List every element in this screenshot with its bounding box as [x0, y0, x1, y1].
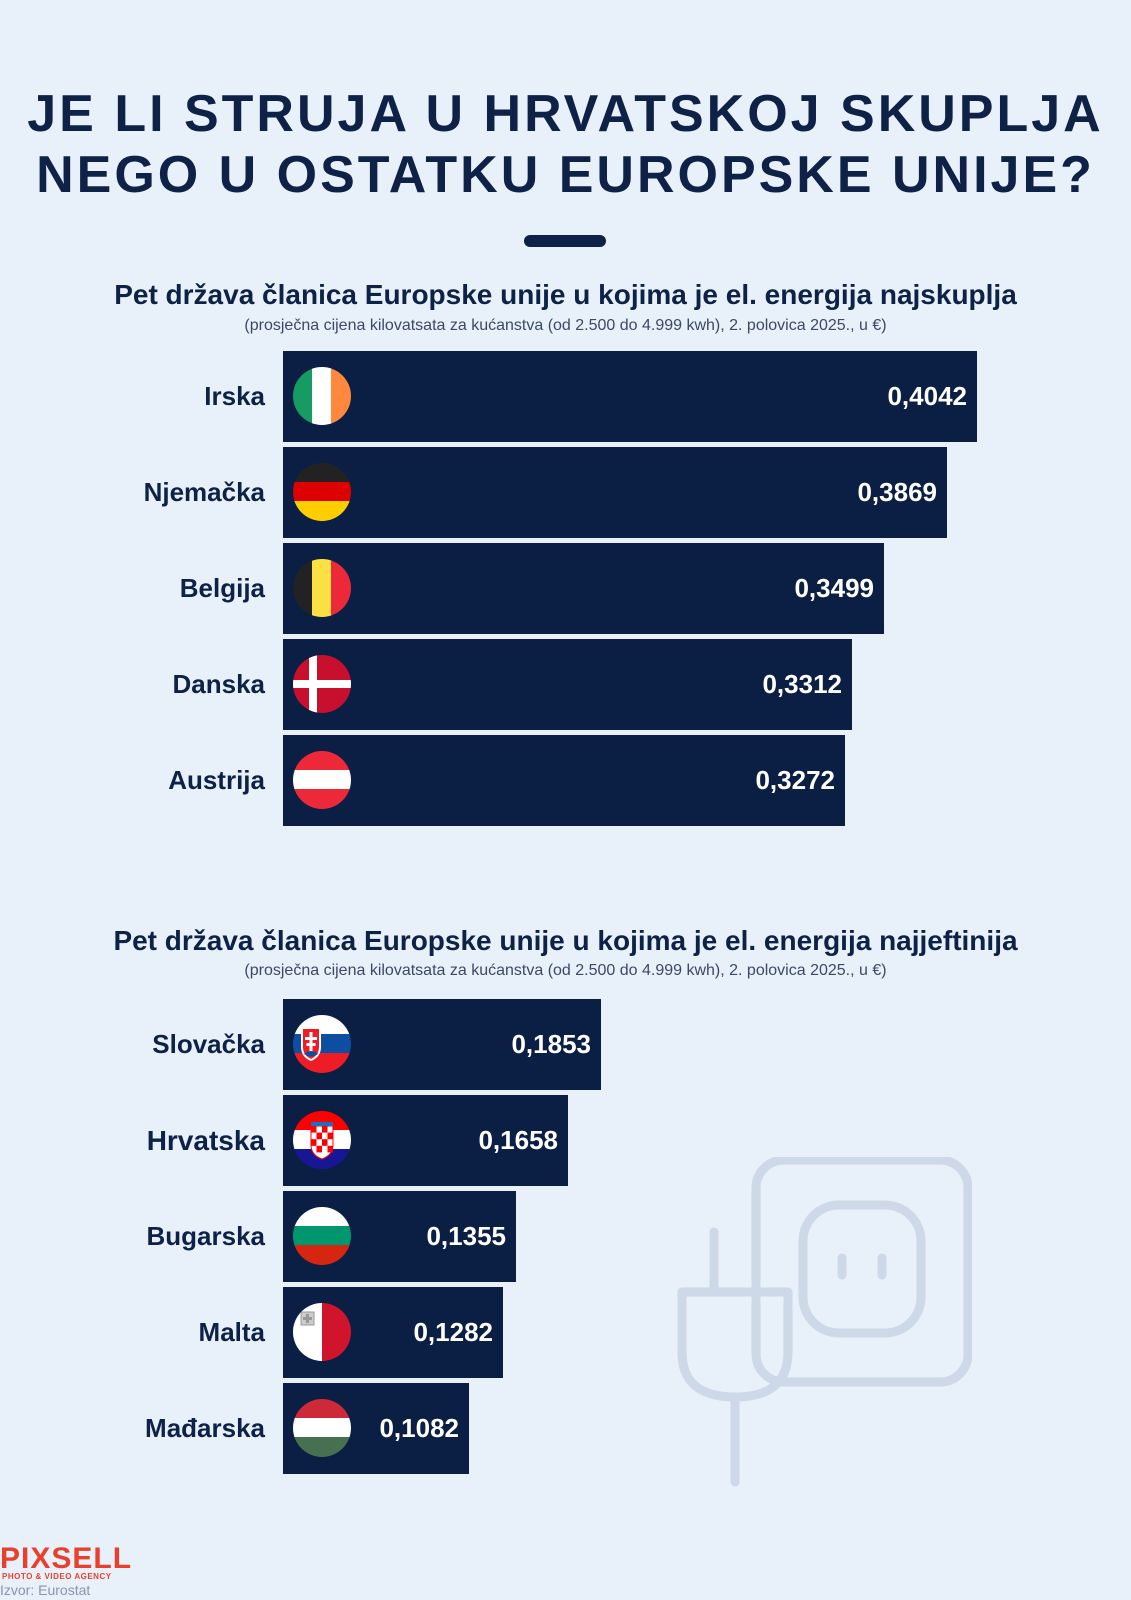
chart-1-subtitle: (prosječna cijena kilovatsata za kućanst…: [244, 317, 887, 334]
croatia-flag-icon: [293, 1111, 351, 1169]
category-label: Bugarska: [146, 1221, 266, 1251]
category-label: Belgija: [179, 573, 265, 603]
data-label: 0,1282: [413, 1317, 493, 1347]
denmark-flag-icon: [293, 655, 351, 713]
bar-row: Austrija 0,3272: [0, 735, 1131, 826]
category-label: Njemačka: [143, 477, 265, 507]
chart-2-title: Pet država članica Europske unije u koji…: [113, 925, 1018, 956]
data-label: 0,4042: [887, 381, 967, 411]
category-label: Danska: [172, 669, 266, 699]
bar-row: Malta 0,1282: [0, 1287, 1131, 1378]
bar-row: Slovačka 0,1853: [0, 999, 1131, 1090]
bar-row: Bugarska 0,1355: [0, 1191, 1131, 1282]
data-label: 0,3499: [794, 573, 874, 603]
category-label: Mađarska: [145, 1413, 265, 1443]
data-label: 0,3869: [857, 477, 937, 507]
germany-flag-icon: [293, 463, 351, 521]
austria-flag-icon: [293, 751, 351, 809]
data-label: 0,3272: [755, 765, 835, 795]
category-label: Malta: [198, 1317, 265, 1347]
bar-row: Mađarska 0,1082: [0, 1383, 1131, 1474]
source-note: Izvor: Eurostat: [0, 1582, 91, 1598]
data-label: 0,1853: [511, 1029, 591, 1059]
bar-row: Irska 0,4042: [0, 351, 1131, 442]
bar-row: Njemačka 0,3869: [0, 447, 1131, 538]
title-divider: [524, 235, 606, 247]
category-label: Austrija: [168, 765, 265, 795]
category-label: Hrvatska: [146, 1125, 265, 1156]
bar: 0,1355: [283, 1191, 516, 1282]
category-label: Slovačka: [152, 1029, 265, 1059]
plug-socket-icon: [677, 1157, 972, 1487]
bar-row: Danska 0,3312: [0, 639, 1131, 730]
data-label: 0,1658: [478, 1125, 558, 1155]
title-line-2: nego u ostatku Europske unije?: [36, 146, 1095, 205]
bar: 0,3869: [283, 447, 947, 538]
bar: 0,3272: [283, 735, 845, 826]
data-label: 0,3312: [762, 669, 842, 699]
chart-1-title: Pet država članica Europske unije u koji…: [114, 279, 1017, 310]
bar: 0,3312: [283, 639, 852, 730]
pixsell-tagline: PHOTO & VIDEO AGENCY: [2, 1572, 112, 1581]
title-line-1: Je li struja u Hrvatskoj skuplja: [27, 85, 1104, 143]
data-label: 0,1355: [426, 1221, 506, 1251]
bar: 0,1282: [283, 1287, 503, 1378]
bulgaria-flag-icon: [293, 1207, 351, 1265]
bar-row: Belgija 0,3499: [0, 543, 1131, 634]
data-label: 0,1082: [379, 1413, 459, 1443]
malta-flag-icon: [293, 1303, 351, 1361]
ireland-flag-icon: [293, 367, 351, 425]
pixsell-logo: PIXSELL: [0, 1542, 133, 1575]
category-label: Irska: [204, 381, 265, 411]
bar: 0,4042: [283, 351, 977, 442]
bar-row: Hrvatska 0,1658: [0, 1095, 1131, 1186]
chart-2-subtitle: (prosječna cijena kilovatsata za kućanst…: [244, 962, 887, 979]
bar: 0,3499: [283, 543, 884, 634]
bar: 0,1082: [283, 1383, 469, 1474]
bar: 0,1853: [283, 999, 601, 1090]
belgium-flag-icon: [293, 559, 351, 617]
hungary-flag-icon: [293, 1399, 351, 1457]
slovakia-flag-icon: [293, 1015, 351, 1073]
page-title: Je li struja u Hrvatskoj skuplja nego u …: [0, 84, 1131, 207]
bar: 0,1658: [283, 1095, 568, 1186]
